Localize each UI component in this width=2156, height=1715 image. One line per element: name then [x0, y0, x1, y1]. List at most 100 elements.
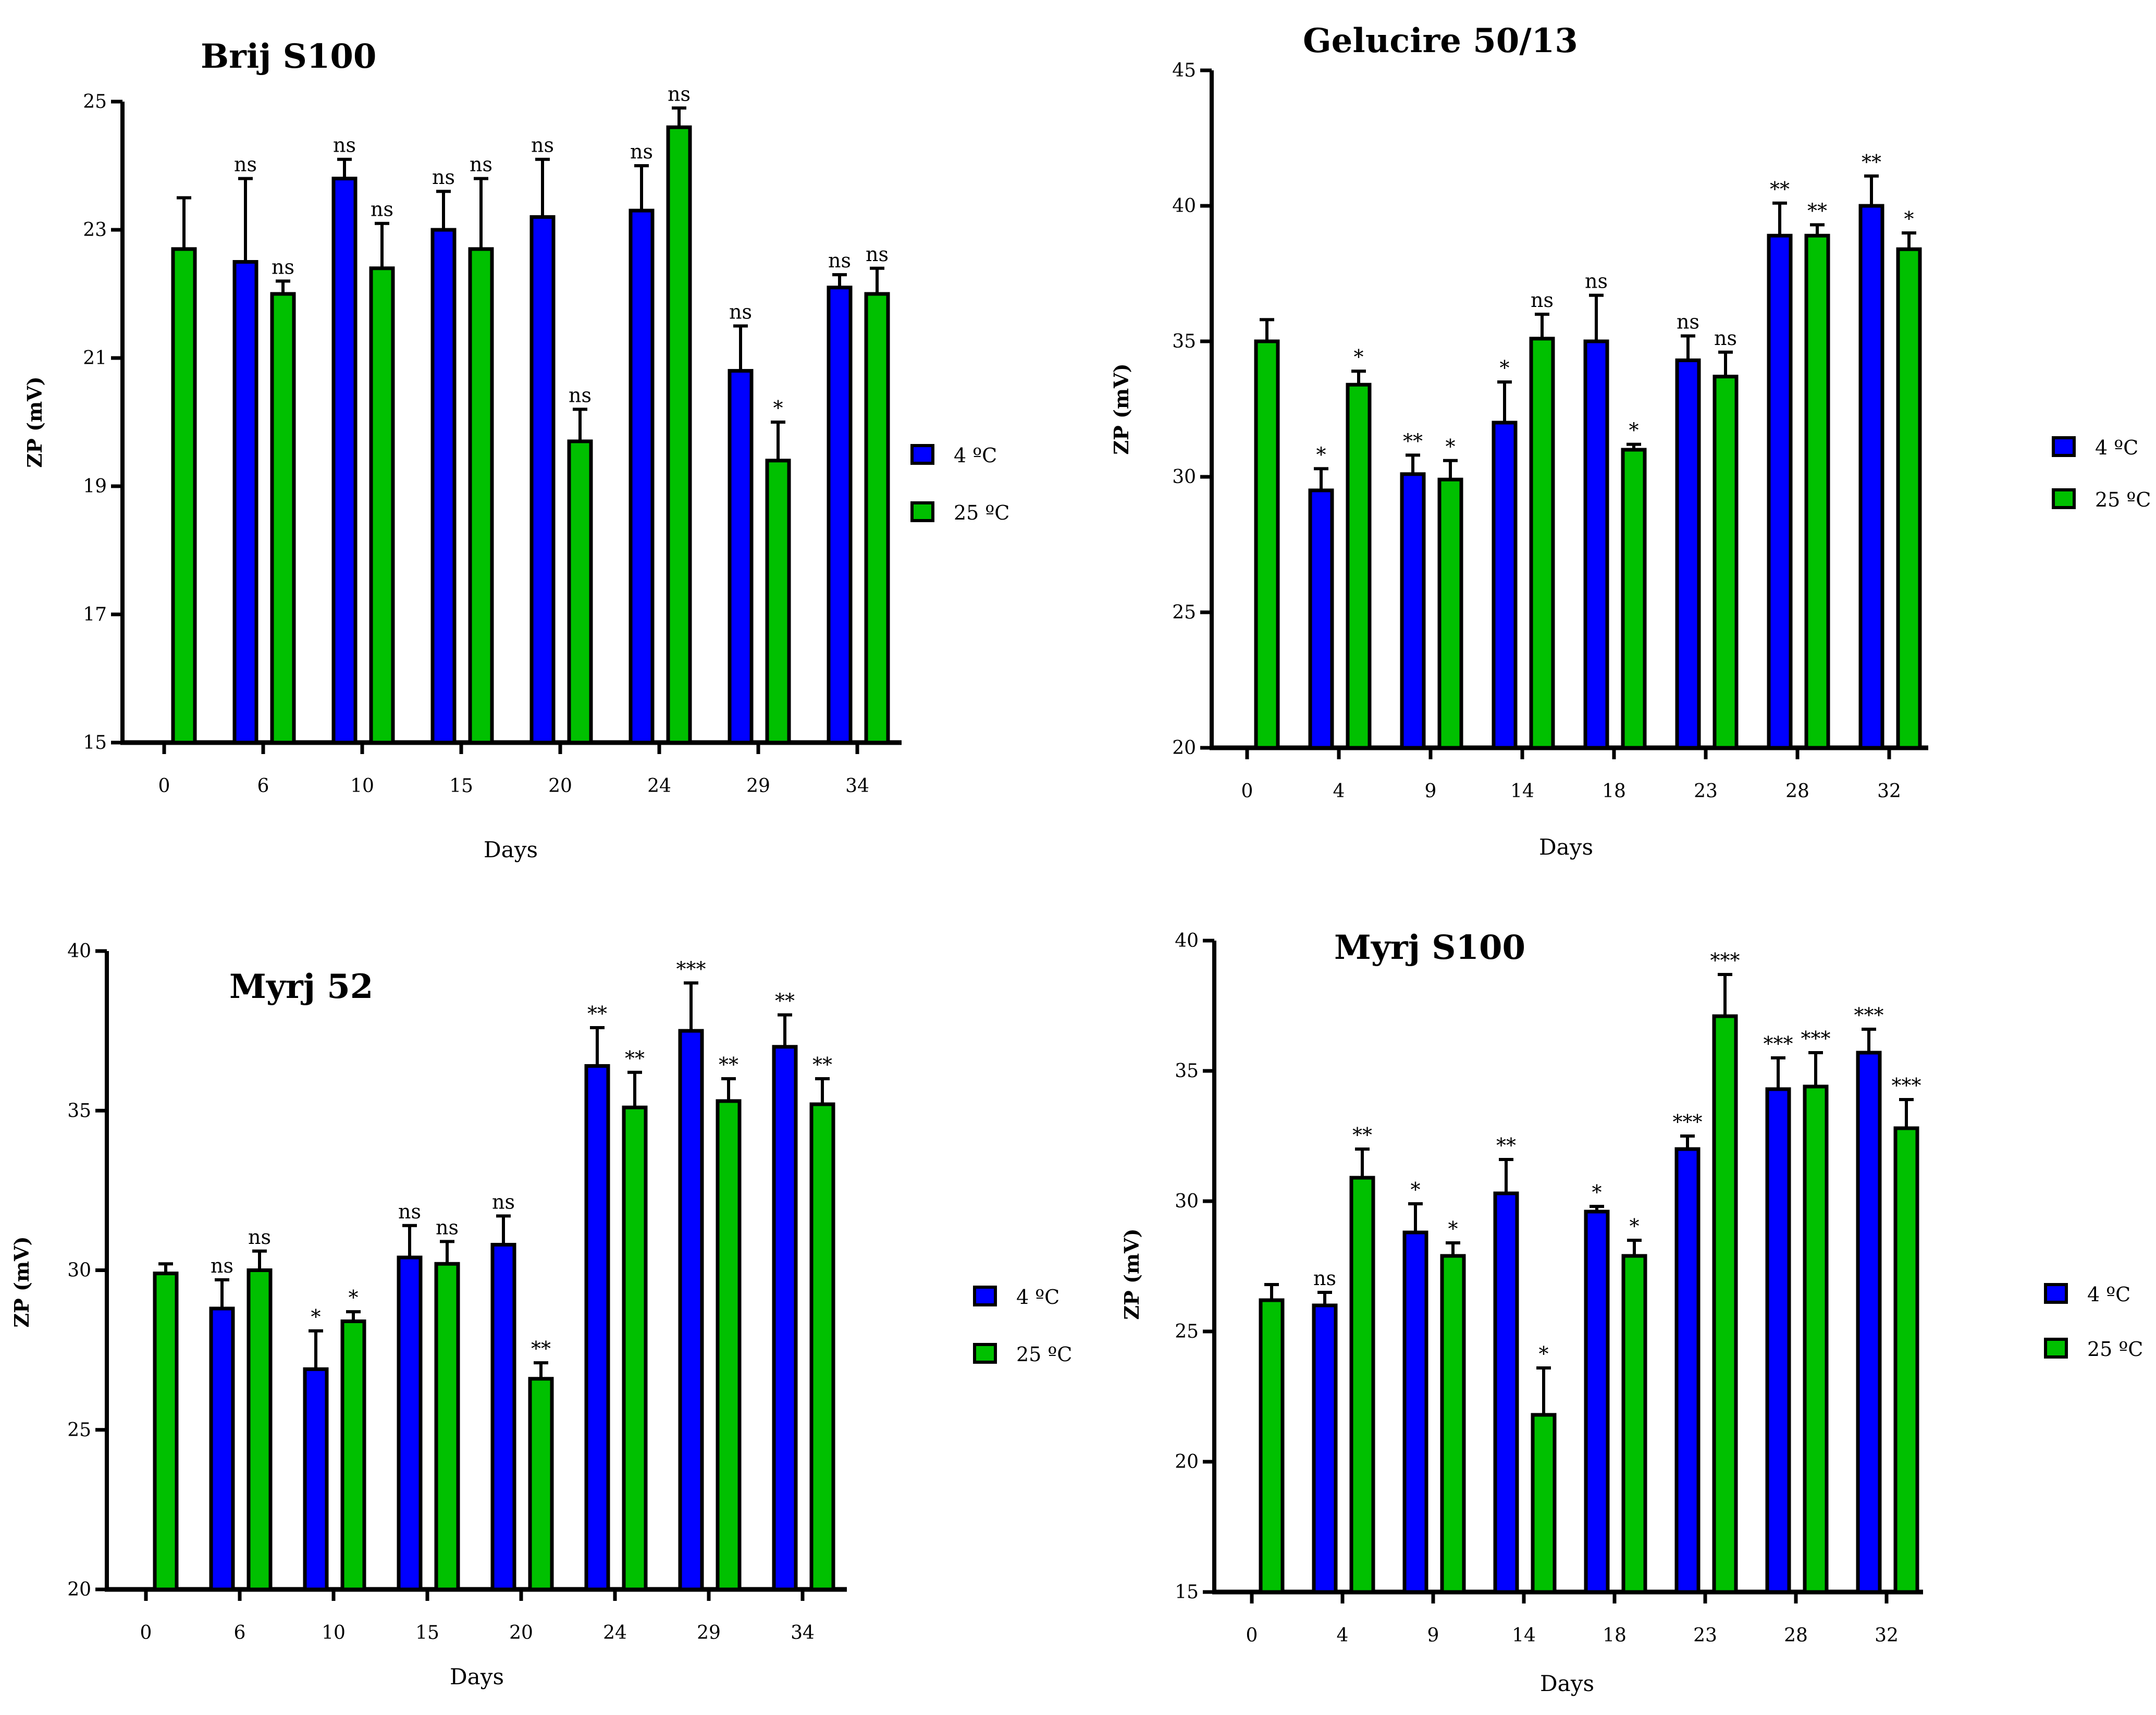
y-tick-label: 21 — [83, 348, 107, 369]
significance-label: * — [349, 1286, 359, 1309]
y-tick-label: 25 — [1175, 1321, 1199, 1342]
significance-label: * — [1411, 1178, 1421, 1201]
bar-blue — [1674, 1147, 1701, 1594]
x-tick-label: 28 — [1785, 781, 1809, 802]
significance-label: * — [1630, 1215, 1640, 1238]
bar-green — [567, 439, 593, 745]
significance-label: ns — [436, 1216, 459, 1239]
y-axis-label: ZP (mV) — [10, 1236, 33, 1327]
legend-swatch — [2044, 1338, 2068, 1359]
x-tick-label: 32 — [1875, 1625, 1899, 1646]
chart-title: Myrj S100 — [1334, 928, 1525, 967]
bar-green — [340, 1319, 366, 1591]
significance-label: * — [1539, 1342, 1549, 1365]
bar-blue — [772, 1045, 798, 1591]
bar-blue — [1583, 339, 1609, 750]
bar-green — [1259, 1298, 1285, 1594]
x-tick-label: 6 — [257, 775, 269, 797]
x-tick-label: 29 — [746, 775, 770, 797]
bar-green — [765, 459, 791, 745]
x-tick-label: 18 — [1602, 781, 1626, 802]
bar-green — [1713, 375, 1739, 750]
x-tick-label: 9 — [1425, 781, 1437, 802]
bar-green — [1529, 337, 1555, 750]
bar-blue — [1493, 1191, 1519, 1594]
bar-blue — [1856, 1051, 1882, 1594]
y-axis-label: ZP (mV) — [1120, 1228, 1143, 1319]
x-tick-label: 34 — [791, 1622, 815, 1644]
legend-swatch — [973, 1343, 997, 1364]
x-tick-label: 4 — [1337, 1625, 1349, 1646]
x-tick-label: 34 — [845, 775, 869, 797]
significance-label: ** — [1352, 1124, 1372, 1146]
chart-1: Gelucire 50/13 ZP (mV) Days 20 25 30 35 40 45 0 4 *… — [1110, 21, 2151, 860]
bar-green — [1440, 1254, 1466, 1594]
legend-label: 25 ºC — [1016, 1343, 1072, 1366]
bar-blue — [232, 260, 258, 745]
significance-label: ns — [729, 301, 752, 324]
y-tick-label: 15 — [1175, 1582, 1199, 1603]
significance-label: ** — [1496, 1134, 1516, 1157]
x-tick-label: 10 — [322, 1622, 346, 1644]
legend-swatch — [2052, 436, 2076, 457]
bar-green — [1621, 448, 1647, 750]
x-tick-label: 0 — [140, 1622, 152, 1644]
bar-green — [1804, 233, 1830, 750]
significance-label: ** — [531, 1337, 551, 1360]
bar-blue — [209, 1306, 235, 1591]
bar-blue — [584, 1064, 610, 1591]
significance-label: *** — [1764, 1032, 1793, 1055]
bar-blue — [1858, 204, 1884, 750]
y-tick-label: 35 — [1175, 1060, 1199, 1082]
chart-title: Brij S100 — [201, 37, 376, 76]
x-tick-label: 23 — [1694, 781, 1718, 802]
significance-label: ns — [1677, 311, 1699, 334]
significance-label: *** — [1801, 1027, 1831, 1050]
bar-blue — [1308, 488, 1334, 750]
y-tick-label: 17 — [83, 604, 107, 625]
bar-green — [369, 266, 395, 745]
bar-green — [1896, 247, 1922, 750]
significance-label: ns — [272, 255, 294, 278]
legend-label: 4 ºC — [2087, 1283, 2130, 1306]
x-tick-label: 20 — [548, 775, 572, 797]
significance-label: * — [1448, 1217, 1458, 1240]
bar-green — [1254, 339, 1280, 750]
legend-swatch — [2044, 1283, 2068, 1304]
x-tick-label: 14 — [1510, 781, 1534, 802]
y-tick-label: 40 — [1172, 195, 1196, 217]
significance-label: * — [1446, 435, 1456, 458]
bar-blue — [827, 286, 853, 745]
significance-label: ** — [775, 990, 795, 1013]
significance-label: * — [311, 1305, 321, 1328]
bar-blue — [1492, 421, 1518, 750]
y-tick-label: 20 — [67, 1579, 91, 1600]
y-tick-label: 35 — [1172, 331, 1196, 352]
significance-label: ns — [432, 166, 455, 189]
bar-blue — [331, 177, 358, 745]
y-tick-label: 23 — [83, 219, 107, 241]
y-tick-label: 30 — [1175, 1191, 1199, 1212]
x-tick-label: 15 — [415, 1622, 439, 1644]
x-axis-label: Days — [450, 1664, 504, 1689]
bar-blue — [430, 228, 457, 745]
significance-label: ns — [866, 243, 889, 266]
bar-blue — [678, 1029, 704, 1591]
y-tick-label: 40 — [1175, 930, 1199, 952]
legend-swatch — [910, 501, 934, 522]
x-tick-label: 28 — [1784, 1625, 1808, 1646]
x-tick-label: 18 — [1603, 1625, 1627, 1646]
bar-green — [1893, 1126, 1919, 1594]
bar-blue — [529, 215, 556, 745]
significance-label: ns — [211, 1254, 233, 1277]
y-axis-label: ZP (mV) — [23, 376, 46, 467]
legend-swatch — [973, 1286, 997, 1306]
legend-label: 25 ºC — [2095, 488, 2151, 511]
significance-label: ns — [828, 249, 851, 272]
x-tick-label: 6 — [234, 1622, 246, 1644]
bar-blue — [490, 1243, 516, 1591]
significance-label: *** — [1854, 1004, 1884, 1027]
significance-label: * — [1316, 443, 1326, 466]
y-tick-label: 20 — [1172, 737, 1196, 759]
